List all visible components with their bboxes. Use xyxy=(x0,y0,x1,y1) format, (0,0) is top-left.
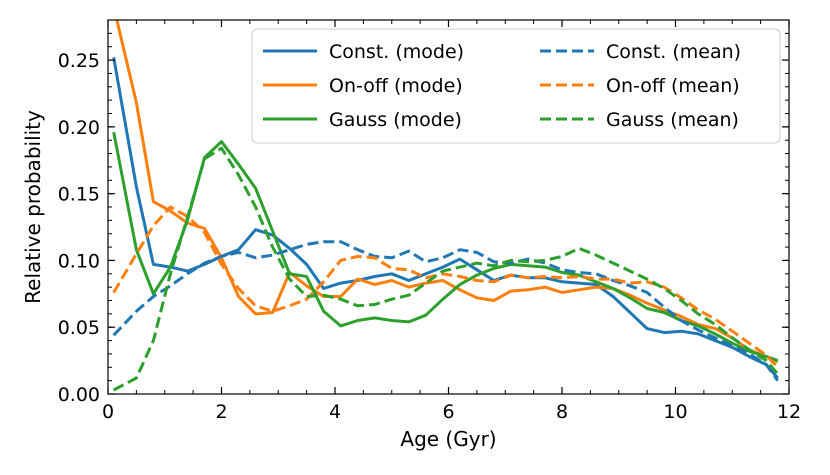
series-line-gauss-mode xyxy=(112,131,779,363)
y-tick-label: 0.00 xyxy=(58,384,100,406)
axes-layer: 0 2 4 6 8 10 12 0.00 0.05 0.10 0.15 0.20 0.25 xyxy=(58,19,801,423)
legend-label: On-off (mean) xyxy=(606,75,740,97)
legend-box xyxy=(251,28,781,144)
series-line-const-mode xyxy=(112,57,779,379)
series-line-on-off-mean xyxy=(112,205,779,369)
legend-label: Gauss (mode) xyxy=(329,109,462,131)
x-tick-label: 6 xyxy=(442,401,454,423)
x-axis-label: Age (Gyr) xyxy=(400,427,496,451)
y-tick-label: 0.05 xyxy=(58,317,100,339)
x-tick-label: 12 xyxy=(777,401,801,423)
legend-label: Gauss (mean) xyxy=(606,109,739,131)
series-line-const-mean xyxy=(112,240,779,382)
legend: Const. (mode) On-off (mode) Gauss (mode) Co… xyxy=(251,28,781,144)
x-tick-label: 2 xyxy=(215,401,227,423)
x-tick-label: 0 xyxy=(102,401,114,423)
series-line-gauss-mean xyxy=(112,146,779,392)
plot-frame xyxy=(107,19,790,395)
legend-label: Const. (mode) xyxy=(329,41,464,63)
x-tick-label: 4 xyxy=(329,401,341,423)
x-tick-label: 10 xyxy=(663,401,687,423)
legend-label: On-off (mode) xyxy=(329,75,463,97)
x-tick-label: 8 xyxy=(556,401,568,423)
y-tick-label: 0.15 xyxy=(58,184,100,206)
series-layer xyxy=(112,20,779,392)
y-tick-label: 0.25 xyxy=(58,50,100,72)
y-tick-label: 0.20 xyxy=(58,117,100,139)
y-tick-label: 0.10 xyxy=(58,250,100,272)
legend-label: Const. (mean) xyxy=(606,41,741,63)
y-axis-label: Relative probability xyxy=(21,110,45,304)
